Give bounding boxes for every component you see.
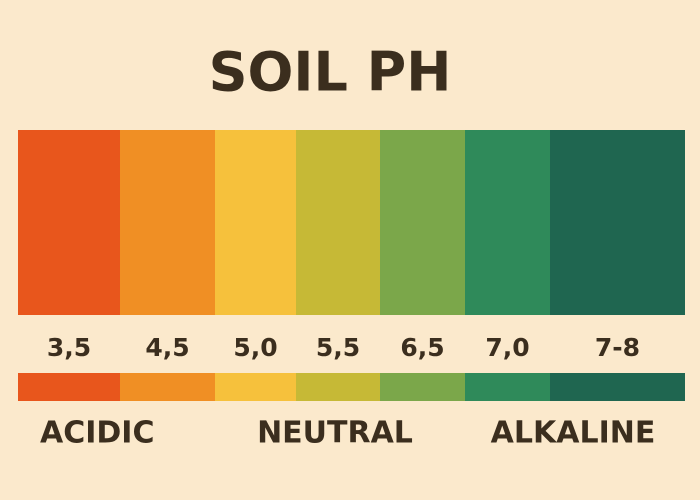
- ph-label: 5,0: [233, 333, 277, 362]
- ph-band: [296, 130, 380, 315]
- ph-band: [380, 130, 465, 315]
- ph-strip: [380, 373, 465, 401]
- category-label: ALKALINE: [491, 416, 656, 451]
- ph-label: 3,5: [47, 333, 91, 362]
- ph-strip: [215, 373, 296, 401]
- ph-band: [215, 130, 296, 315]
- ph-strip: [18, 373, 120, 401]
- ph-strip: [550, 373, 685, 401]
- ph-band: [120, 130, 215, 315]
- ph-strip: [120, 373, 215, 401]
- category-label: ACIDIC: [40, 416, 154, 451]
- category-label: NEUTRAL: [257, 416, 413, 451]
- title: SOIL PH: [209, 41, 452, 104]
- ph-label: 4,5: [145, 333, 189, 362]
- ph-strip: [296, 373, 380, 401]
- ph-label: 7-8: [595, 333, 640, 362]
- ph-strip: [465, 373, 550, 401]
- ph-band: [18, 130, 120, 315]
- ph-band: [550, 130, 685, 315]
- ph-label: 6,5: [400, 333, 444, 362]
- ph-band: [465, 130, 550, 315]
- ph-label: 7,0: [485, 333, 529, 362]
- ph-label: 5,5: [316, 333, 360, 362]
